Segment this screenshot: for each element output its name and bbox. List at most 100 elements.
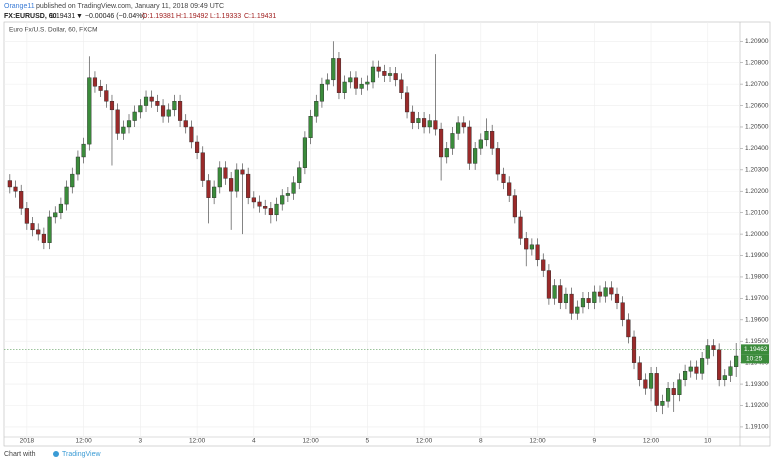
candle-body	[149, 96, 154, 102]
candle-body	[302, 137, 307, 168]
candle-body	[160, 105, 166, 117]
candle-body	[370, 66, 376, 83]
x-tick-label: 12:00	[416, 438, 433, 445]
candle-body	[70, 173, 75, 188]
candle-body	[172, 101, 177, 111]
candle-body	[558, 285, 563, 303]
candle-body	[569, 293, 574, 314]
y-tick-label: 1.20500	[745, 124, 769, 131]
candle-body	[143, 96, 149, 106]
candle-body	[728, 366, 733, 376]
x-tick-label: 2018	[20, 438, 35, 445]
candle-body	[416, 118, 421, 123]
candle-body	[7, 180, 12, 188]
candle-body	[53, 212, 58, 218]
candle-body	[467, 126, 472, 164]
candle-body	[665, 388, 671, 402]
candle-body	[404, 92, 410, 113]
x-tick-label: 12:00	[75, 438, 92, 445]
candle-body	[439, 128, 444, 158]
candle-body	[546, 270, 551, 299]
candle-body	[643, 379, 648, 389]
candle-body	[376, 66, 381, 72]
candle-body	[41, 233, 46, 243]
candle-body	[507, 182, 512, 196]
candle-body	[263, 206, 268, 209]
candle-body	[87, 77, 92, 145]
candle-body	[24, 208, 29, 224]
y-tick-label: 1.19600	[745, 317, 769, 324]
candle-body	[478, 139, 483, 149]
candle-body	[336, 58, 342, 93]
candle-body	[580, 298, 586, 308]
candle-body	[206, 180, 211, 198]
candle-body	[30, 223, 35, 231]
candle-body	[671, 388, 676, 395]
candle-body	[257, 201, 262, 207]
y-tick-label: 1.19500	[745, 338, 769, 345]
last: 1.19431	[50, 13, 75, 20]
candle-body	[177, 101, 183, 121]
footer-brand: TradingView	[62, 451, 101, 458]
candle-body	[47, 216, 52, 243]
candle-body	[586, 298, 591, 303]
candle-body	[274, 203, 279, 216]
close-hdr: C:1.19431	[244, 13, 276, 20]
candle-body	[631, 336, 637, 363]
candle-body	[81, 143, 86, 158]
candle-body	[524, 238, 529, 250]
candle-body	[195, 141, 200, 153]
candle-body	[717, 349, 722, 380]
candle-body	[291, 182, 296, 194]
candle-body	[620, 302, 625, 321]
footer-text: Chart with	[4, 451, 36, 458]
y-tick-label: 1.19300	[745, 381, 769, 388]
candle-body	[64, 186, 69, 205]
candle-body	[603, 287, 608, 297]
y-tick-label: 1.20200	[745, 188, 769, 195]
candle-body	[722, 375, 727, 380]
candle-body	[285, 193, 290, 196]
candle-body	[92, 77, 98, 87]
candle-body	[382, 71, 387, 76]
candle-body	[575, 306, 580, 314]
candle-body	[518, 216, 523, 239]
y-tick-label: 1.20100	[745, 209, 769, 216]
candle-body	[359, 83, 364, 89]
x-tick-label: 5	[366, 438, 370, 445]
candle-body	[308, 116, 313, 138]
y-tick-label: 1.19900	[745, 252, 769, 259]
x-tick-label: 9	[592, 438, 596, 445]
candle-body	[229, 178, 234, 192]
candle-body	[495, 148, 500, 175]
y-tick-label: 1.20700	[745, 81, 769, 88]
candle-body	[393, 73, 398, 81]
x-tick-label: 8	[479, 438, 483, 445]
y-tick-label: 1.20000	[745, 231, 769, 238]
y-tick-label: 1.19700	[745, 295, 769, 302]
candle-body	[268, 208, 273, 216]
candle-body	[223, 167, 228, 179]
logo	[53, 451, 59, 457]
candle-body	[512, 195, 517, 218]
candle-body	[399, 79, 404, 93]
x-tick-label: 12:00	[302, 438, 319, 445]
y-tick-label: 1.19800	[745, 274, 769, 281]
y-tick-label: 1.20300	[745, 167, 769, 174]
candle-body	[126, 120, 132, 128]
candle-body	[121, 126, 126, 134]
y-tick-label: 1.20800	[745, 59, 769, 66]
x-tick-label: 12:00	[643, 438, 660, 445]
candle-body	[734, 355, 739, 367]
countdown-label: 10:25	[746, 356, 763, 363]
candle-body	[234, 169, 239, 192]
x-tick-label: 12:00	[189, 438, 206, 445]
candle-body	[280, 195, 285, 205]
candle-body	[319, 83, 325, 102]
candle-body	[189, 126, 194, 143]
candle-body	[552, 285, 557, 299]
candle-body	[700, 358, 705, 374]
candle-body	[535, 244, 540, 261]
candle-body	[444, 148, 449, 158]
